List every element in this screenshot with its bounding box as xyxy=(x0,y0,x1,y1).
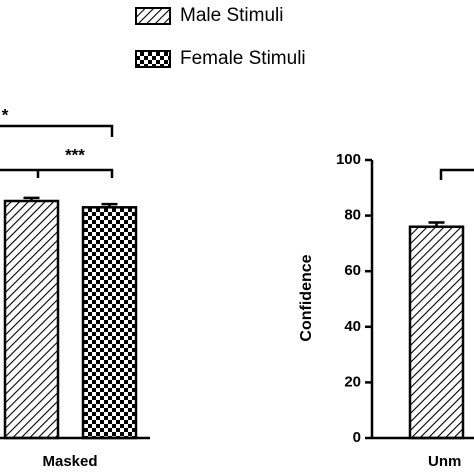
bar xyxy=(81,206,138,440)
error-bar xyxy=(101,202,118,208)
annotation: *** xyxy=(65,145,85,164)
bar xyxy=(3,199,60,440)
legend-swatch xyxy=(135,50,171,68)
legend-label: Female Stimuli xyxy=(180,48,306,69)
bar xyxy=(408,225,465,440)
y-tick-label: 80 xyxy=(344,207,361,224)
legend-label: Male Stimuli xyxy=(180,5,283,26)
legend-swatch xyxy=(135,7,171,25)
x-tick-label: Masked xyxy=(42,453,97,470)
y-tick-label: 100 xyxy=(336,151,361,168)
annotation: * xyxy=(2,105,9,124)
y-tick-label: 20 xyxy=(344,373,361,390)
error-bar xyxy=(428,221,445,227)
y-tick-label: 40 xyxy=(344,318,361,335)
y-axis-label: Confidence xyxy=(298,254,315,341)
brackets xyxy=(0,124,474,180)
y-tick-label: 60 xyxy=(344,262,361,279)
y-tick-label: 0 xyxy=(353,429,361,446)
error-bar xyxy=(23,196,40,201)
x-tick-label: Unm xyxy=(428,453,461,470)
